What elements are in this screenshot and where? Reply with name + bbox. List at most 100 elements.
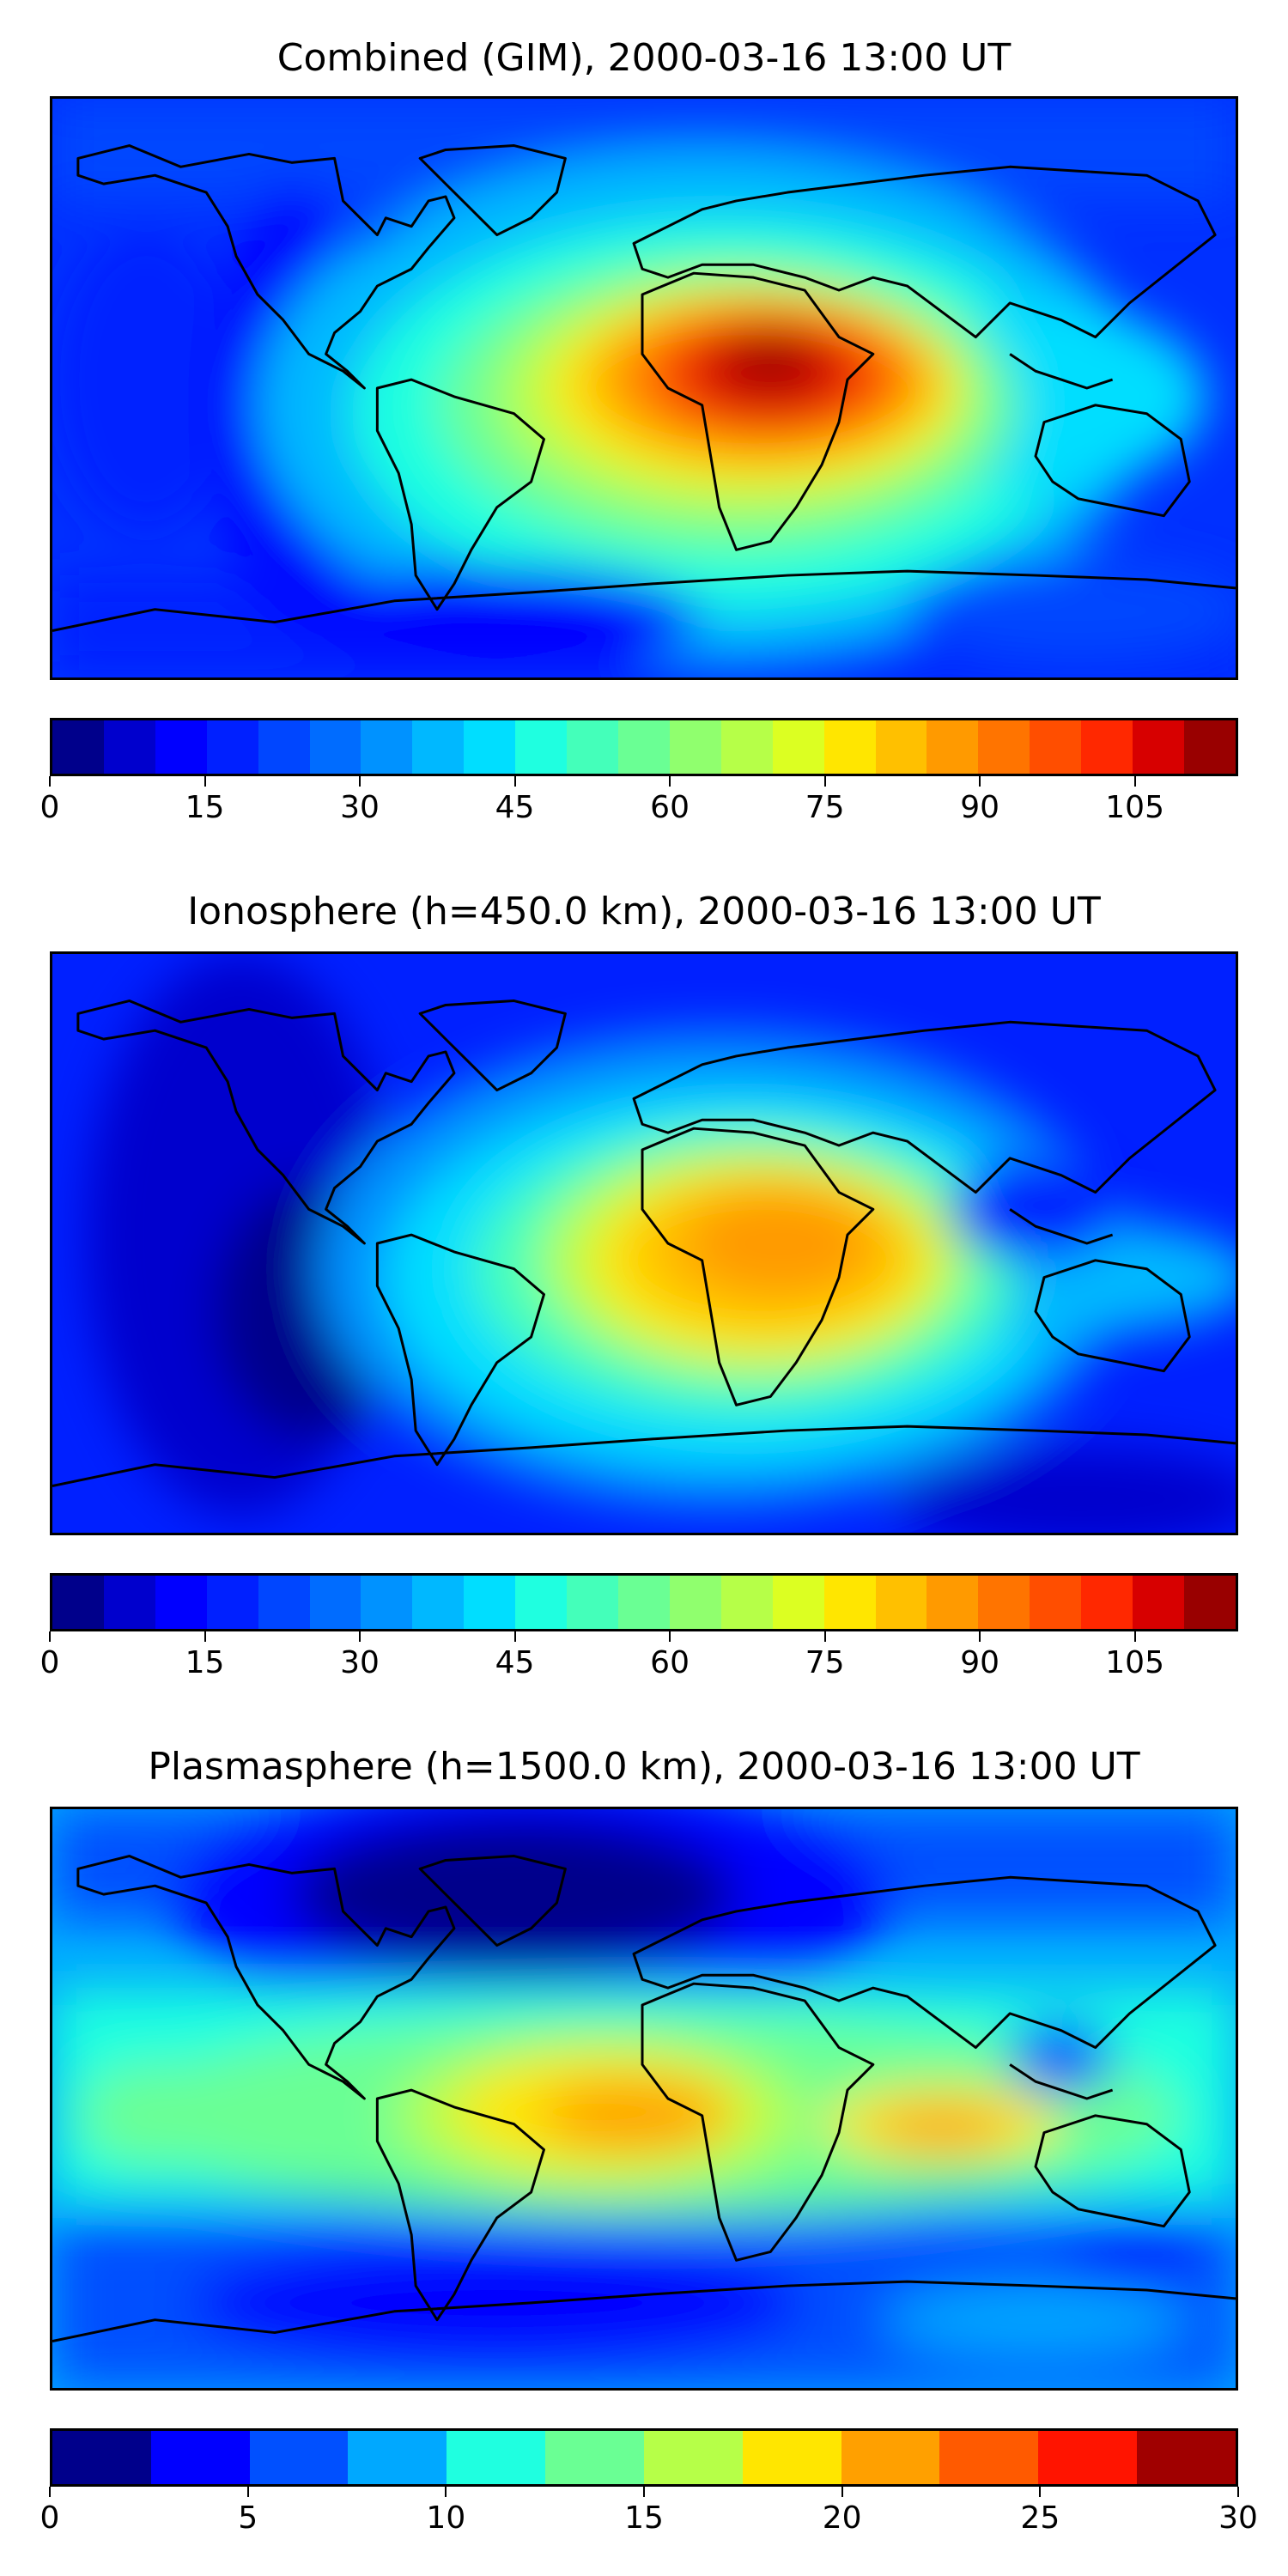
colorbar-tick-label: 75 [805,790,845,825]
colorbar-segment [1183,720,1236,774]
colorbar-ticks-combined: 0 15 30 45 60 75 90 105 [40,776,1238,836]
colorbar-tick-label: 0 [39,1645,60,1680]
colorbar-segment [1038,2431,1138,2484]
colorbar-segment [927,1576,979,1629]
colorbar-segment [1030,1576,1082,1629]
colorbar-segment [447,2431,546,2484]
tec-field [52,954,1236,1533]
colorbar-segment [1081,720,1133,774]
colorbar-segment [348,2431,447,2484]
colorbar-segment [1133,1576,1184,1629]
colorbar-tick [823,776,826,787]
colorbar-tick-label: 10 [426,2500,466,2536]
colorbar-segment [464,720,516,774]
colorbar-segment [927,720,979,774]
colorbar-segment [206,720,258,774]
colorbar-segment [978,1576,1030,1629]
colorbar-segment [617,1576,670,1629]
colorbar-segment [772,1576,824,1629]
colorbar-segment [361,1576,413,1629]
colorbar-tick-label: 0 [39,2500,60,2536]
tec-map-plasmasphere [52,1809,1236,2388]
colorbar-tick-label: 75 [805,1645,845,1680]
map-plasmasphere [50,1807,1238,2391]
colorbar-tick-label: 45 [495,1645,535,1680]
colorbar-segment [206,1576,258,1629]
colorbar-segment [669,1576,721,1629]
colorbar-segment [515,1576,568,1629]
colorbar-tick-label: 15 [185,1645,225,1680]
colorbar-tick [979,1631,981,1642]
colorbar-segment [52,720,104,774]
colorbar-tick-label: 30 [1218,2500,1258,2536]
tec-field [52,1809,1236,2388]
colorbar-tick-label: 25 [1020,2500,1060,2536]
colorbar-segment [742,2431,841,2484]
colorbar-segment [103,1576,155,1629]
colorbar-tick-label: 15 [624,2500,664,2536]
colorbar-segment [643,2431,743,2484]
colorbar-tick [49,1631,51,1642]
colorbar-segment [617,720,670,774]
colorbar-segment [1081,1576,1133,1629]
colorbar-tick [359,776,361,787]
colorbar-segment [103,720,155,774]
map-ionosphere [50,951,1238,1535]
colorbar-tick-label: 5 [238,2500,258,2536]
colorbar-tick-label: 90 [960,790,1000,825]
colorbar-segment [841,2431,940,2484]
colorbar-tick [1039,2487,1042,2497]
colorbar-tick-label: 15 [185,790,225,825]
colorbar-tick [204,1631,206,1642]
colorbar-tick [204,776,206,787]
panel-title-combined: Combined (GIM), 2000-03-16 13:00 UT [276,36,1012,80]
colorbar-segment [939,2431,1039,2484]
colorbar-segment [258,720,310,774]
colorbar-segment [412,720,465,774]
colorbar-tick-label: 90 [960,1645,1000,1680]
colorbar-tick [1237,2487,1239,2497]
colorbar-segment [361,720,413,774]
continent-outlines [52,144,1236,632]
colorbar-segment [875,720,927,774]
colorbar-tick-label: 20 [822,2500,862,2536]
colorbar-segment [412,1576,465,1629]
tec-map-combined [52,99,1236,677]
colorbar-segment [875,1576,927,1629]
colorbar-tick [1133,1631,1136,1642]
colorbar-tick [669,1631,671,1642]
panel-title-plasmasphere: Plasmasphere (h=1500.0 km), 2000-03-16 1… [148,1745,1140,1789]
colorbar-tick-label: 105 [1105,790,1164,825]
continent-outlines [52,1855,1236,2342]
colorbar-segment [720,720,773,774]
colorbar-segment [567,1576,618,1629]
colorbar-tick-label: 60 [650,790,690,825]
colorbar-segment [823,1576,876,1629]
colorbar-tick [49,2487,51,2497]
colorbar-segment [150,2431,250,2484]
colorbar-segment [249,2431,349,2484]
continent-outlines [52,999,1236,1487]
tec-field [52,99,1236,677]
colorbar-tick [246,2487,249,2497]
colorbar-segment [720,1576,773,1629]
colorbar-segment [155,1576,207,1629]
colorbar-segment [772,720,824,774]
colorbar-segment [1137,2431,1236,2484]
colorbar-tick [445,2487,447,2497]
colorbar-tick [841,2487,843,2497]
colorbar-segment [567,720,618,774]
colorbar-tick-label: 45 [495,790,535,825]
colorbar-segment [1183,1576,1236,1629]
colorbar-tick-label: 30 [340,1645,380,1680]
colorbar-tick [359,1631,361,1642]
colorbar-segment [52,2431,151,2484]
colorbar-tick-label: 0 [39,790,60,825]
colorbar-ticks-plasmasphere: 0 5 10 15 20 25 30 [40,2487,1258,2547]
colorbar-tick-label: 30 [340,790,380,825]
colorbar-tick [513,776,516,787]
colorbar-tick [669,776,671,787]
panel-title-ionosphere: Ionosphere (h=450.0 km), 2000-03-16 13:0… [187,890,1101,933]
colorbar-tick [1133,776,1136,787]
colorbar-tick-label: 105 [1105,1645,1164,1680]
